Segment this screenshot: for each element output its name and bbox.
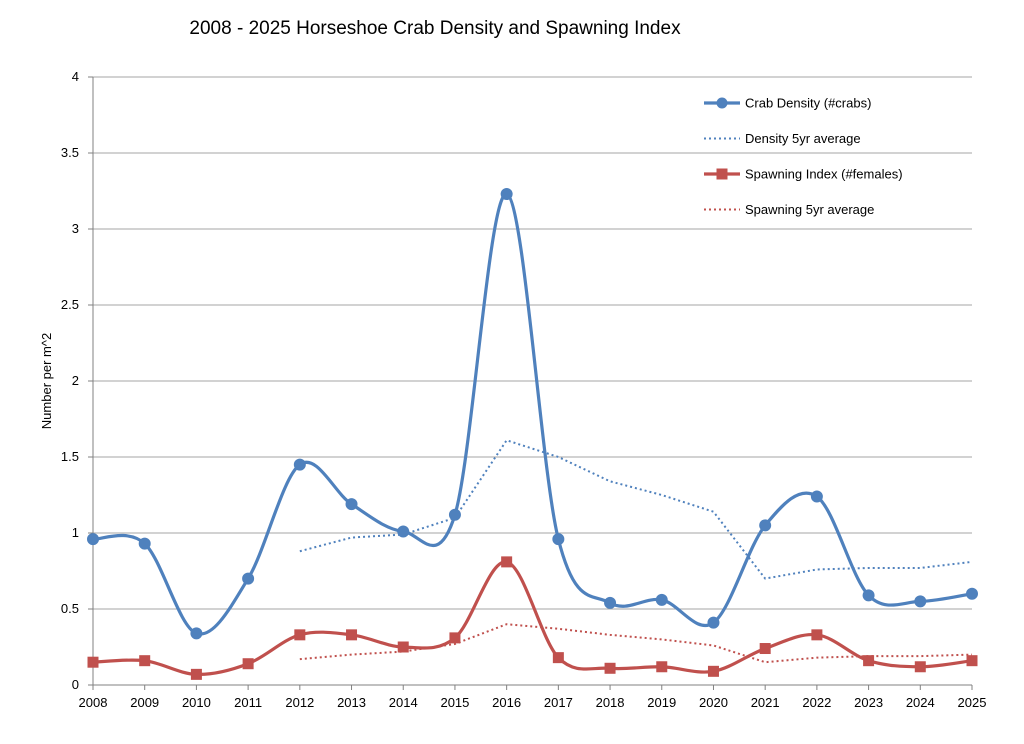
legend-label-2: Density 5yr average [745, 131, 861, 146]
x-tick-label: 2024 [906, 695, 935, 710]
data-point-square [552, 652, 564, 664]
x-tick-label: 2022 [802, 695, 831, 710]
data-point-square [242, 658, 254, 670]
x-tick-label: 2015 [440, 695, 469, 710]
series-markers [87, 188, 978, 680]
x-tick-label: 2019 [647, 695, 676, 710]
series-line-1 [91, 192, 974, 636]
series-lines [91, 192, 974, 676]
y-tick-labels: 0 0.5 1 1.5 2 2.5 3 3.5 4 [61, 69, 79, 692]
x-tick-label: 2010 [182, 695, 211, 710]
legend-label-4: Spawning 5yr average [745, 202, 874, 217]
data-point-circle [707, 616, 720, 629]
x-tick-label: 2013 [337, 695, 366, 710]
y-tick-label: 1 [72, 525, 79, 540]
data-point-square [501, 556, 513, 568]
data-point-square [759, 643, 771, 655]
y-tick-label: 2.5 [61, 297, 79, 312]
x-tick-label: 2012 [285, 695, 314, 710]
y-axis-label: Number per m^2 [39, 333, 54, 429]
data-point-square [863, 655, 875, 667]
data-point-square [604, 662, 616, 674]
x-tick-label: 2025 [958, 695, 987, 710]
data-point-square [346, 629, 358, 641]
data-point-circle [242, 572, 255, 585]
y-tick-label: 3 [72, 221, 79, 236]
data-point-square [811, 629, 823, 641]
y-tick-label: 0.5 [61, 601, 79, 616]
x-tick-label: 2023 [854, 695, 883, 710]
data-point-square [707, 665, 719, 677]
data-point-circle [810, 490, 823, 503]
data-point-circle [862, 589, 875, 602]
data-point-square [139, 655, 151, 667]
data-point-circle [552, 533, 565, 546]
y-tick-label: 4 [72, 69, 79, 84]
data-point-square [966, 655, 978, 667]
x-tick-label: 2009 [130, 695, 159, 710]
legend-label-3: Spawning Index (#females) [745, 167, 903, 182]
x-tick-label: 2020 [699, 695, 728, 710]
data-point-square [914, 661, 926, 673]
y-tick-label: 2 [72, 373, 79, 388]
data-point-square [294, 629, 306, 641]
series-line-4 [299, 623, 973, 664]
y-tick-label: 3.5 [61, 145, 79, 160]
x-tick-label: 2018 [596, 695, 625, 710]
series-line-3 [91, 560, 974, 676]
x-tick-label: 2011 [234, 695, 262, 710]
data-point-square [190, 668, 202, 680]
data-point-circle [448, 508, 461, 521]
grid-lines [88, 76, 973, 690]
data-point-circle [966, 587, 978, 600]
legend-marker-circle [716, 97, 728, 109]
chart-title: 2008 - 2025 Horseshoe Crab Density and S… [189, 18, 681, 39]
data-point-square [397, 641, 409, 653]
data-point-circle [138, 537, 151, 550]
data-point-circle [87, 533, 99, 546]
y-tick-label: 1.5 [61, 449, 79, 464]
x-tick-label: 2021 [751, 695, 780, 710]
data-point-circle [655, 593, 668, 606]
y-tick-label: 0 [72, 677, 79, 692]
data-point-circle [604, 596, 617, 609]
data-point-square [656, 661, 668, 673]
legend-marker-square [716, 168, 728, 180]
data-point-circle [397, 525, 410, 538]
series-line-2 [299, 439, 973, 580]
x-tick-labels: 2008 2009 2010 2011 2012 2013 2014 2015 2016 2017… [79, 695, 987, 710]
data-point-circle [500, 188, 513, 201]
data-point-square [87, 656, 99, 668]
data-point-circle [293, 458, 306, 471]
data-point-circle [345, 498, 358, 511]
data-point-circle [914, 595, 927, 608]
x-tick-label: 2016 [492, 695, 521, 710]
legend-label-1: Crab Density (#crabs) [745, 96, 871, 111]
data-point-circle [759, 519, 772, 532]
legend: Crab Density (#crabs) Density 5yr average… [704, 96, 903, 217]
x-tick-label: 2014 [389, 695, 418, 710]
data-point-square [449, 632, 461, 644]
x-tick-label: 2008 [79, 695, 108, 710]
data-point-circle [190, 627, 203, 640]
x-tick-label: 2017 [544, 695, 573, 710]
